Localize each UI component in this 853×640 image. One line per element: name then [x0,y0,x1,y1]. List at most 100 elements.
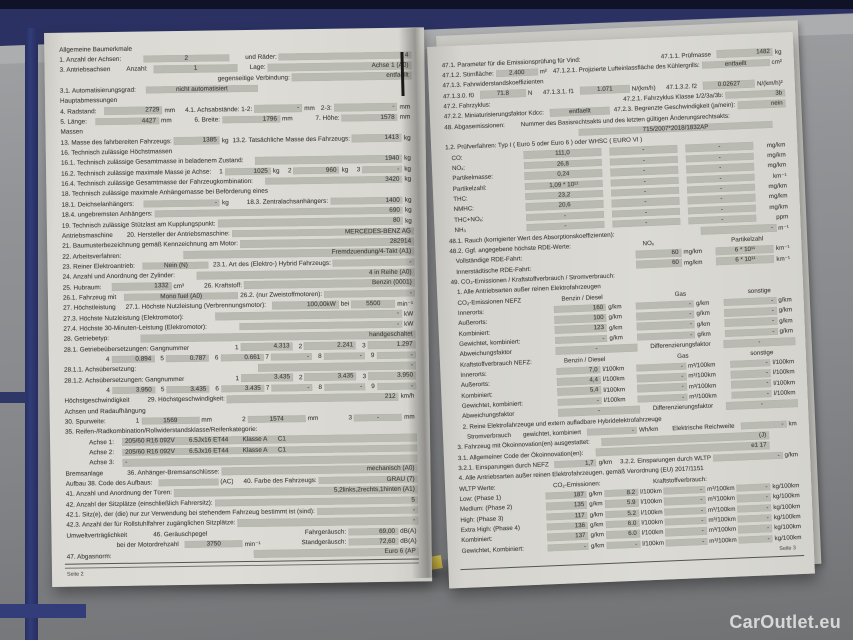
field-value: 1 [153,64,238,74]
field-label: g/km [588,490,603,498]
spacer [186,285,202,286]
field-label: 5 [160,386,165,394]
field-label: 3 [362,341,366,349]
field-label: Wh/km [638,425,659,434]
field-label: g/km [590,531,605,540]
spacer [62,390,104,392]
field-label: 1. Anzahl der Achsen: [59,55,122,64]
field-label: 3.1. Automatisierungsgrad: [59,86,136,95]
field-label: l/100km [641,529,664,538]
spacer [209,326,239,327]
spacer [582,56,658,60]
field-label: 23.1. Art des (Elektro-) Hybrid Fahrzeug… [212,259,331,269]
field-value: 0.787 [165,354,209,363]
field-label: kg/100km [773,502,801,511]
spacer [111,338,141,339]
field-value: 69,00 [348,527,399,536]
field-value: 5,4 [557,386,602,396]
spacer [114,553,254,556]
tape-vertical [25,28,38,640]
field-label: N [527,89,533,97]
field-label: kg [404,196,412,204]
field-value: - [316,506,419,516]
field-label: m³/100km [708,526,737,535]
field-value: - [143,198,221,208]
spacer [295,118,314,119]
spacer [604,224,612,225]
field-label: kg [341,166,349,174]
field-label: g/km [696,309,710,318]
field-label: m⁻¹ [778,223,789,232]
field-label: 22. Arbeitsverfahren: [62,252,122,261]
field-label: m³/100km [687,361,716,370]
field-label: 27.1. Höchste Nutzleistung (Verbrennungs… [125,302,267,312]
field-label: 7 [265,353,269,361]
spacer [108,421,134,422]
field-label: Achse 1: [89,438,115,447]
spacer [214,419,240,420]
field-label: l/100km [641,518,664,527]
field-label: 6. Breite: [194,116,221,124]
field-label: 30. Spurweite: [64,418,106,426]
field-value: 4427 [94,117,160,126]
field-value: 71.8 [479,89,527,99]
field-label: 2 [298,342,303,350]
field-value: - [376,382,417,391]
field-value: 1413 [351,134,402,143]
field-value: - [730,389,772,400]
field-label: g/km [608,303,622,311]
field-label: 13. Masse des fahrbereiten Fahrzeugs: [60,137,172,147]
field-label: bei der Motordrehzahl [116,541,179,550]
field-value: 4.313 [240,342,293,352]
spacer [604,203,612,204]
field-label: g/km [608,313,623,322]
field-label: km⁻¹ [776,254,791,263]
field-label: 9 [370,352,375,360]
field-label: mg/km [767,161,787,170]
field-value: - [665,537,708,547]
field-label: kg [774,48,782,56]
field-label: 23. Reiner Elektroantrieb: [62,262,135,271]
field-label: km/h [400,392,415,401]
field-label: kg [221,199,229,207]
field-label: 27. Höchstleistung [63,304,116,313]
field-label: 4. Radstand: [60,107,97,116]
field-value: 1796 [221,115,281,124]
spacer [129,534,151,535]
field-value: - [547,542,590,552]
field-label: 47.1.3.1. f1 [542,87,575,96]
field-label: 8 [318,352,322,360]
tape-horizontal-1 [0,392,26,403]
spacer [65,545,115,547]
spacer [103,287,111,288]
field-value: 3750 [184,539,243,549]
spacer [209,532,303,534]
field-label: l/100km [772,368,795,377]
field-value: - [665,527,707,537]
field-label: 25. Hubraum: [62,283,102,292]
field-value: 3.435 [166,385,210,394]
field-value: 117 [546,511,588,521]
field-label: Kraftstoffverbrauch: [652,475,707,485]
field-label: kW [404,320,414,328]
field-value: - [740,420,787,430]
field-value: - [606,540,641,550]
field-label: m³/100km [707,505,736,514]
spacer [455,437,465,438]
field-value: - [637,383,687,393]
field-label: 2-3: [320,104,332,112]
tape-horizontal-2 [0,604,86,618]
field-label: Antriebsmaschine [61,231,113,240]
field-value: - [332,258,415,267]
spacer [677,148,685,149]
spacer [640,408,651,409]
spacer [715,405,726,406]
field-label: 27.3. Höchste Nutzleistung (Elektromotor… [63,313,184,323]
field-value: 4,4 [556,376,602,386]
field-label: l/100km [602,375,625,384]
field-label: kg [404,165,412,173]
field-label: 18.4. ungebremsten Anhängers: [61,210,153,219]
spacer [513,435,521,436]
field-label: bei [340,300,350,308]
field-label: kg [404,175,412,183]
